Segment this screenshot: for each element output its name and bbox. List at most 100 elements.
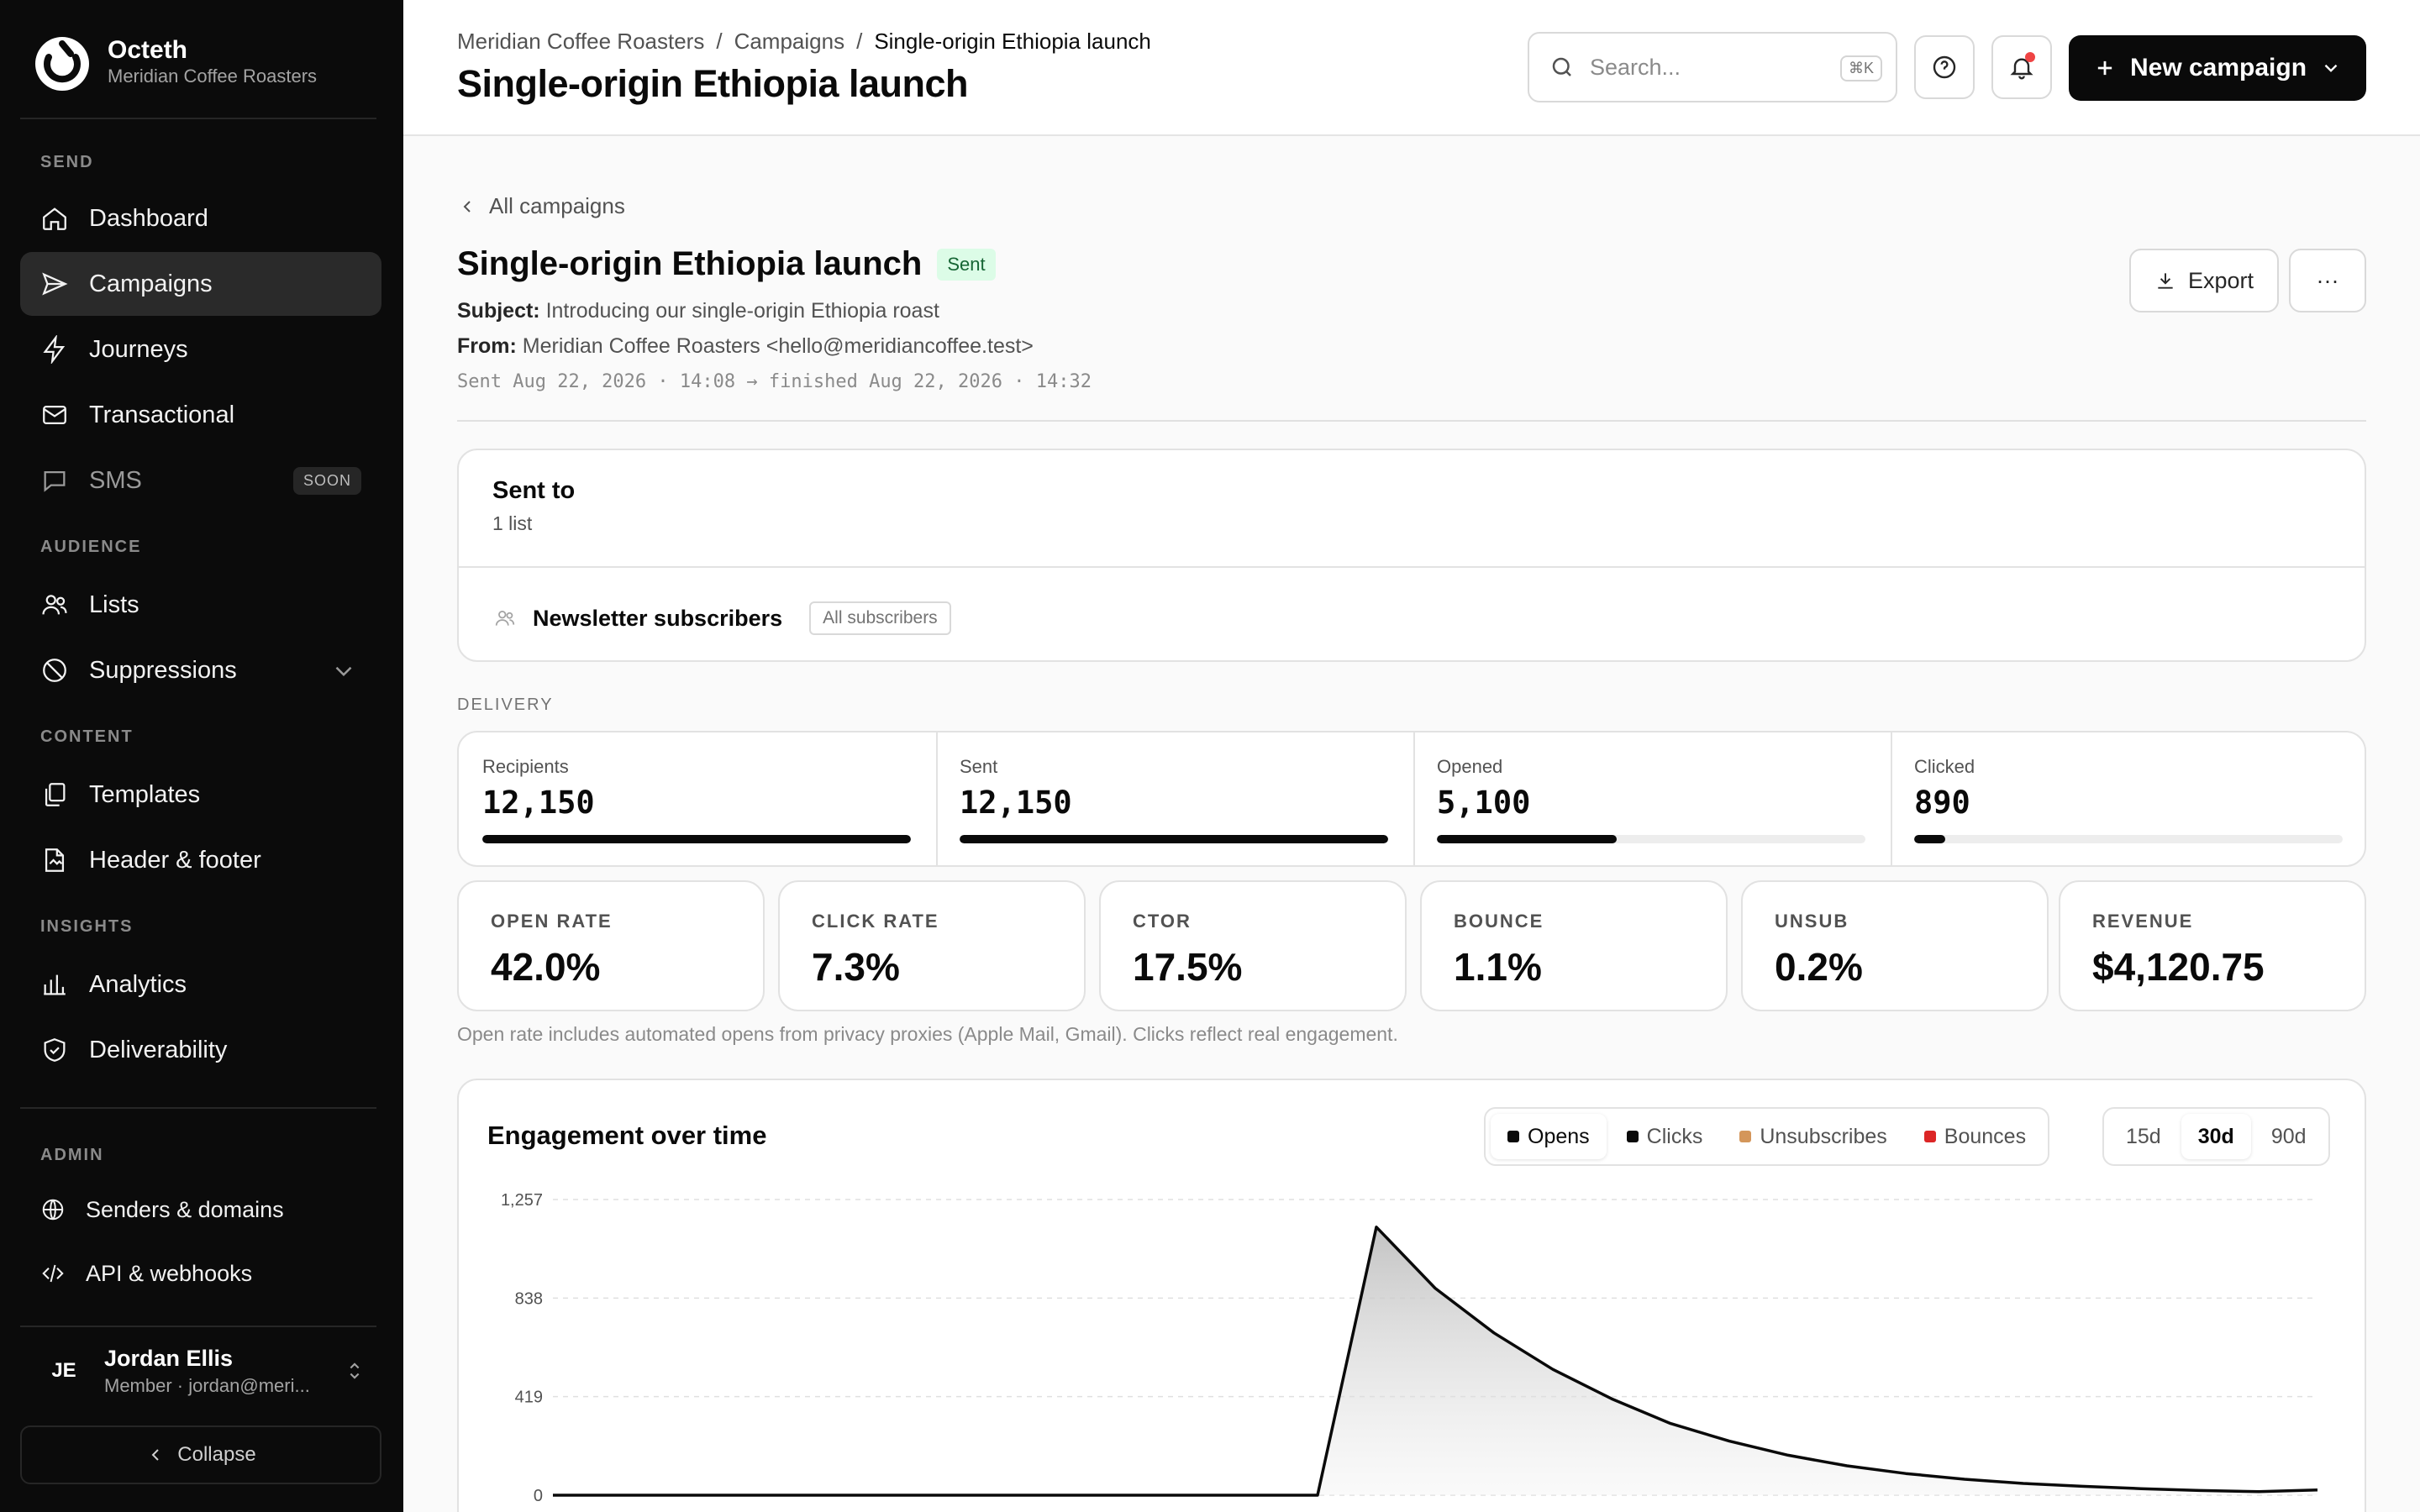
- opens-point[interactable]: [2133, 1480, 2149, 1497]
- bell-icon: [2010, 58, 2033, 80]
- sidebar-item-dashboard[interactable]: Dashboard: [20, 186, 381, 250]
- legend-unsubscribes[interactable]: Unsubscribes: [1723, 1114, 1903, 1159]
- sidebar-item-label: Transactional: [89, 401, 235, 428]
- list-item[interactable]: Newsletter subscribers All subscribers: [494, 601, 951, 635]
- sidebar-item-sms[interactable]: SMS SOON: [20, 449, 381, 512]
- progress-bar: [960, 835, 1388, 843]
- user-menu[interactable]: JE Jordan Ellis Member · jordan@meri...: [20, 1326, 381, 1416]
- sidebar-item-api-webhooks[interactable]: API & webhooks: [20, 1242, 381, 1305]
- export-button[interactable]: Export: [2129, 249, 2279, 312]
- y-tick-label: 0: [534, 1487, 543, 1505]
- campaign-subject: Subject: Introducing our single-origin E…: [457, 299, 939, 323]
- sidebar-item-suppressions[interactable]: Suppressions: [20, 638, 381, 702]
- range-15d[interactable]: 15d: [2126, 1124, 2161, 1148]
- opens-point[interactable]: [1015, 1487, 1032, 1504]
- opens-point[interactable]: [662, 1487, 679, 1504]
- opens-point[interactable]: [1839, 1457, 1855, 1474]
- ban-icon: [43, 659, 66, 682]
- opens-point[interactable]: [2074, 1478, 2091, 1494]
- sidebar-item-lists[interactable]: Lists: [20, 573, 381, 637]
- notification-dot: [2025, 52, 2035, 62]
- legend-swatch: [1626, 1131, 1639, 1142]
- search-box[interactable]: ⌘K: [1528, 32, 1897, 102]
- brand[interactable]: Octeth Meridian Coffee Roasters: [32, 32, 317, 92]
- opens-point[interactable]: [780, 1487, 797, 1504]
- breadcrumb-org[interactable]: Meridian Coffee Roasters: [457, 29, 705, 54]
- new-campaign-button[interactable]: New campaign: [2069, 35, 2366, 101]
- legend-bounces[interactable]: Bounces: [1907, 1114, 2043, 1159]
- sidebar-item-deliverability[interactable]: Deliverability: [20, 1018, 381, 1082]
- rates-footnote: Open rate includes automated opens from …: [457, 1023, 1398, 1045]
- back-to-campaigns-link[interactable]: All campaigns: [457, 193, 625, 219]
- opens-point[interactable]: [1192, 1487, 1208, 1504]
- sidebar-item-transactional[interactable]: Transactional: [20, 383, 381, 447]
- sidebar-item-label: Templates: [89, 780, 201, 808]
- opens-point[interactable]: [1133, 1487, 1150, 1504]
- opens-point[interactable]: [1603, 1390, 1620, 1407]
- plus-icon: [2097, 60, 2112, 76]
- sidebar-item-header-footer[interactable]: Header & footer: [20, 828, 381, 892]
- opens-point[interactable]: [2015, 1475, 2032, 1492]
- sidebar-item-campaigns[interactable]: Campaigns: [20, 252, 381, 316]
- opens-point[interactable]: [897, 1487, 914, 1504]
- chevron-down-icon[interactable]: [329, 657, 358, 685]
- opens-point[interactable]: [1721, 1433, 1738, 1450]
- rate-value: $4,120.75: [2092, 945, 2265, 989]
- opens-point[interactable]: [1074, 1487, 1091, 1504]
- opens-point[interactable]: [1897, 1465, 1914, 1482]
- breadcrumb-campaigns[interactable]: Campaigns: [734, 29, 845, 54]
- mail-icon: [43, 405, 66, 425]
- sidebar-item-analytics[interactable]: Analytics: [20, 953, 381, 1016]
- opens-point[interactable]: [1486, 1325, 1502, 1341]
- help-button[interactable]: [1914, 35, 1975, 99]
- from-label: From:: [457, 334, 517, 358]
- rate-label: CLICK RATE: [812, 911, 939, 932]
- engagement-chart: 1,257 838 419 0: [501, 1191, 2326, 1505]
- range-90d[interactable]: 90d: [2270, 1124, 2307, 1148]
- user-meta: Member · jordan@meri...: [104, 1374, 310, 1396]
- more-actions-button[interactable]: ···: [2289, 249, 2366, 312]
- opens-point[interactable]: [721, 1487, 738, 1504]
- opens-point[interactable]: [1427, 1280, 1444, 1297]
- range-30d[interactable]: 30d: [2181, 1114, 2251, 1159]
- download-icon: [2158, 273, 2173, 289]
- opens-point[interactable]: [1368, 1219, 1385, 1236]
- opens-point[interactable]: [1662, 1415, 1679, 1432]
- legend-opens[interactable]: Opens: [1491, 1114, 1607, 1159]
- notifications-button[interactable]: [1991, 35, 2052, 99]
- send-icon: [42, 272, 68, 296]
- opens-point[interactable]: [2250, 1483, 2267, 1500]
- collapse-label: Collapse: [177, 1443, 256, 1466]
- sidebar-item-senders-domains[interactable]: Senders & domains: [20, 1178, 381, 1242]
- y-tick-label: 1,257: [501, 1191, 543, 1210]
- progress-fill: [960, 835, 1388, 843]
- opens-point[interactable]: [603, 1487, 620, 1504]
- search-input[interactable]: [1590, 54, 1833, 81]
- opens-point[interactable]: [1250, 1487, 1267, 1504]
- y-tick-label: 838: [515, 1289, 543, 1308]
- metric-opened: Opened 5,100: [1413, 732, 1891, 865]
- sidebar-item-templates[interactable]: Templates: [20, 763, 381, 827]
- opens-point[interactable]: [839, 1487, 855, 1504]
- opens-point[interactable]: [1780, 1446, 1797, 1463]
- opens-point[interactable]: [1956, 1471, 1973, 1488]
- opens-point[interactable]: [544, 1487, 561, 1504]
- sidebar-item-journeys[interactable]: Journeys: [20, 318, 381, 381]
- opens-point[interactable]: [2191, 1482, 2208, 1499]
- status-badge: Sent: [937, 248, 996, 281]
- metric-divider: [1891, 732, 1892, 865]
- opens-point[interactable]: [1309, 1487, 1326, 1504]
- range-selector: 15d 30d 90d: [2102, 1107, 2330, 1166]
- opens-point[interactable]: [956, 1487, 973, 1504]
- collapse-button[interactable]: Collapse: [20, 1425, 381, 1484]
- opens-point[interactable]: [1544, 1361, 1561, 1378]
- sent-to-card: Sent to 1 list Newsletter subscribers Al…: [457, 449, 2366, 662]
- opens-line[interactable]: [553, 1226, 2318, 1497]
- legend-clicks[interactable]: Clicks: [1610, 1114, 1720, 1159]
- chart-legend: Opens Clicks Unsubscribes Bounces: [1484, 1107, 2050, 1166]
- metric-value: 890: [1914, 785, 1970, 821]
- bolt-icon: [43, 335, 66, 364]
- opens-point[interactable]: [2309, 1482, 2326, 1499]
- engagement-chart-card: Engagement over time Opens Clicks Unsubs…: [457, 1079, 2366, 1512]
- chat-icon: [44, 470, 66, 492]
